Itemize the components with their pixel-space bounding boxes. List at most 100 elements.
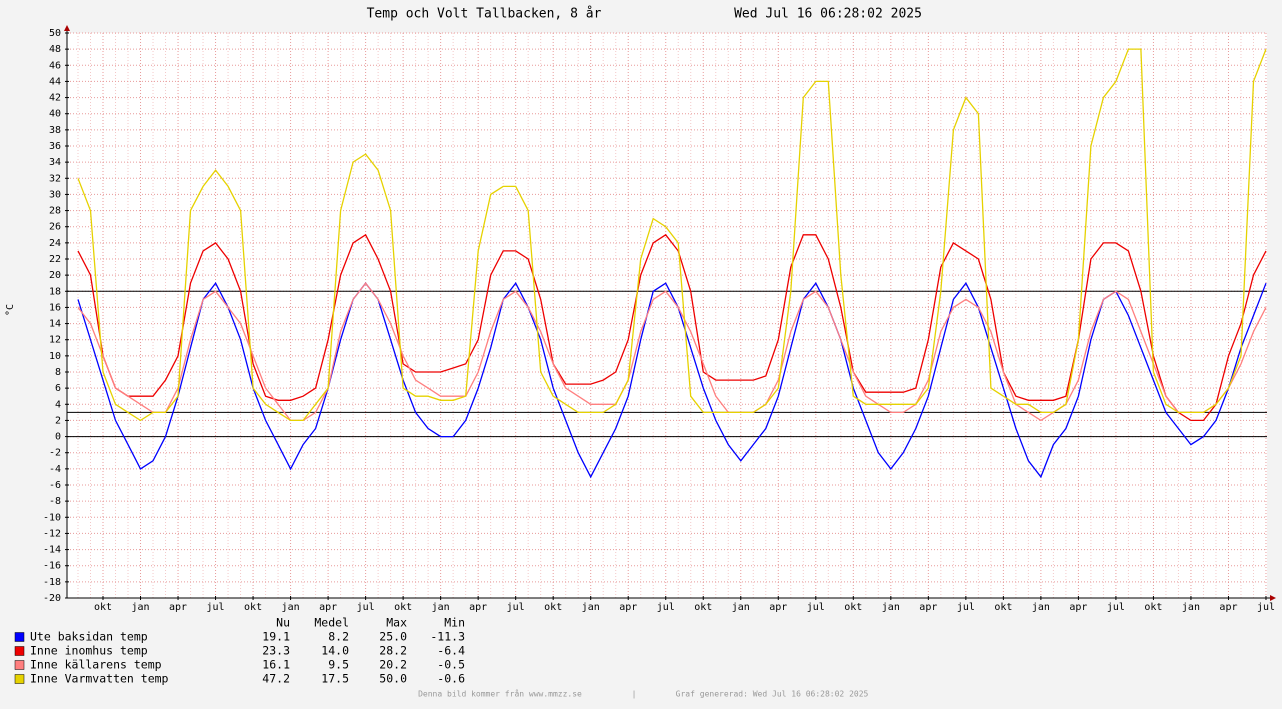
x-tick-label: jan bbox=[432, 602, 450, 613]
legend-stat: 16.1 bbox=[262, 658, 290, 672]
x-tick-label: apr bbox=[1069, 602, 1087, 613]
legend-stat: -6.4 bbox=[437, 644, 465, 658]
y-tick-label: 24 bbox=[49, 238, 61, 249]
y-tick-label: -14 bbox=[43, 545, 61, 556]
y-tick-label: 50 bbox=[49, 28, 61, 39]
plot-area bbox=[67, 33, 1267, 598]
x-tick-label: apr bbox=[619, 602, 637, 613]
y-tick-label: 48 bbox=[49, 44, 61, 55]
legend-stat: 25.0 bbox=[379, 630, 407, 644]
x-tick-label: jan bbox=[582, 602, 600, 613]
y-tick-label: -12 bbox=[43, 528, 61, 539]
x-tick-label: apr bbox=[169, 602, 187, 613]
y-tick-label: 46 bbox=[49, 60, 61, 71]
legend-header: Max bbox=[386, 616, 407, 630]
legend: Nu Medel Max Min Ute baksidan temp 19.1 8.2 25.… bbox=[14, 616, 465, 686]
y-axis-arrow bbox=[64, 25, 70, 31]
y-tick-label: 26 bbox=[49, 222, 61, 233]
legend-stat: 19.1 bbox=[262, 630, 290, 644]
x-tick-label: jan bbox=[282, 602, 300, 613]
y-tick-label: 34 bbox=[49, 157, 61, 168]
y-tick-label: 4 bbox=[55, 399, 61, 410]
legend-stat: 17.5 bbox=[321, 672, 349, 686]
y-tick-label: -18 bbox=[43, 577, 61, 588]
y-tick-label: 0 bbox=[55, 432, 61, 443]
legend-stat: -11.3 bbox=[430, 630, 465, 644]
x-tick-label: apr bbox=[919, 602, 937, 613]
legend-swatch bbox=[14, 674, 25, 684]
legend-stat: 9.5 bbox=[328, 658, 349, 672]
y-tick-label: -16 bbox=[43, 561, 61, 572]
x-tick-label: jul bbox=[207, 602, 225, 613]
legend-stat: 47.2 bbox=[262, 672, 290, 686]
y-tick-label: 40 bbox=[49, 109, 61, 120]
y-tick-label: 38 bbox=[49, 125, 61, 136]
legend-label: Inne Varmvatten temp bbox=[30, 672, 169, 686]
x-tick-label: okt bbox=[94, 602, 112, 613]
x-tick-label: jul bbox=[957, 602, 975, 613]
axes: okt jan apr jul okt jan apr jul okt jan apr jul okt j… bbox=[43, 25, 1276, 613]
y-tick-label: 16 bbox=[49, 302, 61, 313]
x-tick-label: jan bbox=[131, 602, 149, 613]
y-tick-label: 28 bbox=[49, 206, 61, 217]
x-tick-label: jul bbox=[1257, 602, 1275, 613]
legend-swatch bbox=[14, 660, 25, 670]
legend-label: Inne inomhus temp bbox=[30, 644, 148, 658]
legend-swatch bbox=[14, 646, 25, 656]
x-tick-label: okt bbox=[544, 602, 562, 613]
grid bbox=[67, 32, 1267, 599]
y-tick-label: 8 bbox=[55, 367, 61, 378]
y-tick-label: 10 bbox=[49, 351, 61, 362]
series-line bbox=[77, 282, 1267, 422]
x-tick-label: jan bbox=[1182, 602, 1200, 613]
y-tick-label: 30 bbox=[49, 189, 61, 200]
y-tick-label: 32 bbox=[49, 173, 61, 184]
legend-stat: -0.6 bbox=[437, 672, 465, 686]
y-tick-label: 6 bbox=[55, 383, 61, 394]
chart-title: Temp och Volt Tallbacken, 8 år bbox=[367, 7, 602, 22]
x-axis-arrow bbox=[1270, 595, 1276, 601]
y-tick-label: -6 bbox=[49, 480, 61, 491]
y-tick-label: 12 bbox=[49, 335, 61, 346]
x-tick-label: okt bbox=[394, 602, 412, 613]
footer-generated: Graf genererad: Wed Jul 16 06:28:02 2025 bbox=[676, 690, 869, 699]
x-tick-label: jul bbox=[807, 602, 825, 613]
legend-stat: 14.0 bbox=[321, 644, 349, 658]
y-tick-label: 20 bbox=[49, 270, 61, 281]
legend-stat: -0.5 bbox=[437, 658, 465, 672]
x-tick-label: jan bbox=[882, 602, 900, 613]
series-line bbox=[77, 48, 1267, 422]
legend-label: Inne källarens temp bbox=[30, 658, 162, 672]
y-tick-label: 2 bbox=[55, 415, 61, 426]
y-tick-label: 14 bbox=[49, 319, 61, 330]
y-tick-label: 36 bbox=[49, 141, 61, 152]
legend-header: Nu bbox=[276, 616, 290, 630]
y-tick-label: -8 bbox=[49, 496, 61, 507]
footer-source: Denna bild kommer från www.mmzz.se bbox=[418, 689, 582, 699]
y-tick-label: -4 bbox=[49, 464, 61, 475]
y-tick-label: 44 bbox=[49, 76, 61, 87]
legend-stat: 20.2 bbox=[379, 658, 407, 672]
legend-stat: 28.2 bbox=[379, 644, 407, 658]
legend-swatch bbox=[14, 632, 25, 642]
x-tick-label: okt bbox=[1144, 602, 1162, 613]
x-tick-label: jan bbox=[732, 602, 750, 613]
legend-header: Medel bbox=[314, 616, 349, 630]
x-tick-label: apr bbox=[1219, 602, 1237, 613]
x-tick-label: okt bbox=[844, 602, 862, 613]
chart-subtitle: Wed Jul 16 06:28:02 2025 bbox=[734, 7, 922, 22]
x-tick-label: jan bbox=[1032, 602, 1050, 613]
y-tick-label: -2 bbox=[49, 448, 61, 459]
y-tick-label: 42 bbox=[49, 93, 61, 104]
legend-stat: 23.3 bbox=[262, 644, 290, 658]
x-tick-label: jul bbox=[1107, 602, 1125, 613]
legend-stat: 8.2 bbox=[328, 630, 349, 644]
x-tick-label: apr bbox=[769, 602, 787, 613]
legend-label: Ute baksidan temp bbox=[30, 630, 148, 644]
series-line bbox=[77, 233, 1267, 422]
x-tick-label: okt bbox=[994, 602, 1012, 613]
footer-separator: | bbox=[632, 690, 637, 699]
legend-header: Min bbox=[444, 616, 465, 630]
y-tick-label: 18 bbox=[49, 286, 61, 297]
